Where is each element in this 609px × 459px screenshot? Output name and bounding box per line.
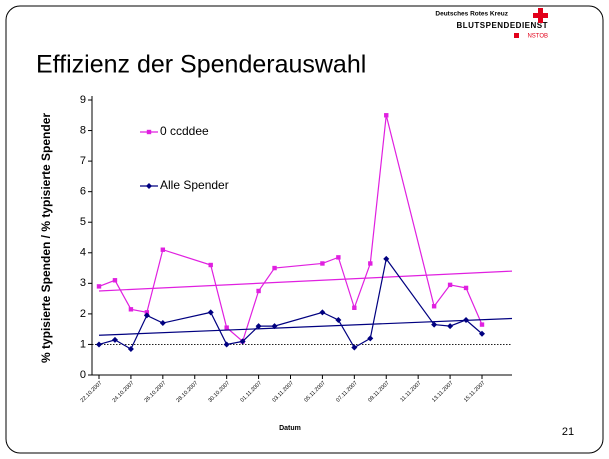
logo-text: Deutsches Rotes Kreuz (435, 11, 508, 18)
point (368, 261, 373, 266)
point (271, 323, 278, 330)
point (383, 255, 390, 262)
point (352, 305, 357, 310)
point (96, 284, 102, 289)
point (336, 255, 341, 260)
point (256, 288, 261, 294)
point (335, 317, 342, 323)
point (479, 322, 485, 327)
point (447, 323, 454, 330)
slide-border (5, 5, 604, 454)
x-axis-label: Datum (279, 425, 301, 432)
logo-square (514, 33, 519, 38)
point (255, 323, 262, 330)
point (160, 247, 166, 252)
point (447, 282, 453, 288)
trend-line (98, 317, 513, 336)
point (96, 341, 102, 348)
y-axis-label: % typisierte Spenden / % typisierte Spen… (39, 113, 53, 363)
legend-label: 0 ccddee (160, 124, 209, 138)
logo-text: NSTOB (527, 34, 548, 40)
point (207, 309, 214, 316)
point (112, 278, 118, 283)
point (431, 321, 438, 328)
point (144, 310, 150, 315)
point (159, 320, 166, 327)
y-tick-label: 7 (80, 155, 86, 167)
point (463, 285, 469, 291)
y-tick-label: 1 (80, 338, 86, 350)
point (224, 325, 229, 330)
y-tick-label: 8 (80, 124, 86, 136)
point (127, 346, 134, 353)
point (351, 344, 358, 351)
y-tick-label: 6 (80, 186, 86, 198)
point (319, 309, 326, 316)
legend-marker (146, 183, 152, 189)
point (111, 336, 118, 343)
point (208, 262, 213, 268)
y-tick-label: 3 (80, 277, 86, 289)
legend-marker (146, 129, 152, 135)
logo-cross (533, 8, 548, 23)
y-tick-label: 2 (80, 308, 86, 320)
point (384, 113, 389, 118)
point (239, 338, 246, 345)
slide-title: Effizienz der Spenderauswahl (36, 51, 366, 79)
point (367, 335, 374, 342)
point (463, 317, 470, 323)
point (431, 304, 437, 309)
logo-text: BLUTSPENDEDIENST (456, 21, 548, 30)
y-tick-label: 4 (80, 247, 86, 259)
y-tick-label: 9 (80, 94, 86, 106)
point (223, 341, 230, 348)
point (143, 312, 150, 319)
point (320, 261, 325, 266)
legend-label: Alle Spender (160, 178, 229, 192)
trend-line (98, 270, 513, 292)
page-number: 21 (562, 426, 574, 438)
y-tick-label: 5 (80, 216, 86, 228)
point (128, 307, 134, 312)
point (272, 265, 277, 271)
point (479, 330, 485, 337)
y-tick-label: 0 (80, 369, 86, 381)
